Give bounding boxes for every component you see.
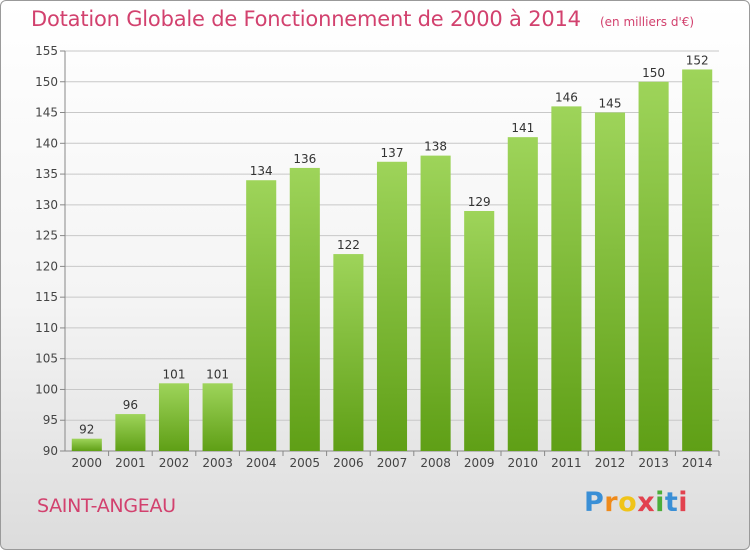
- x-tick-label: 2008: [420, 456, 451, 470]
- y-tick-label: 155: [35, 44, 58, 58]
- y-tick-label: 145: [35, 106, 58, 120]
- data-label: 96: [123, 398, 138, 412]
- x-tick-label: 2003: [202, 456, 233, 470]
- y-tick-label: 115: [35, 290, 58, 304]
- data-label: 122: [337, 238, 360, 252]
- bar-2000: [71, 438, 102, 451]
- data-label: 150: [642, 66, 665, 80]
- x-tick-label: 2005: [290, 456, 321, 470]
- x-tick-label: 2000: [72, 456, 103, 470]
- axis-layer: 90 95 100 105 110 115 120 125 130 135 140 145 150 155…: [35, 44, 720, 470]
- bar-2009: [464, 211, 495, 451]
- label-layer: 92 96 101 101 134 136 122 137 138 129 141 146 145 150…: [79, 53, 708, 436]
- bar-2003: [202, 383, 233, 451]
- bar-2006: [333, 254, 364, 451]
- logo-letter: P: [584, 487, 605, 518]
- logo-letter: o: [618, 487, 638, 518]
- data-label: 146: [555, 90, 578, 104]
- data-label: 134: [250, 164, 273, 178]
- bar-2013: [638, 81, 669, 452]
- data-label: 129: [468, 195, 491, 209]
- x-tick-label: 2010: [508, 456, 539, 470]
- x-tick-label: 2004: [246, 456, 277, 470]
- x-tick-label: 2013: [638, 456, 669, 470]
- data-label: 136: [293, 152, 316, 166]
- y-tick-label: 130: [35, 198, 58, 212]
- y-tick-label: 150: [35, 75, 58, 89]
- x-tick-label: 2009: [464, 456, 495, 470]
- y-tick-label: 140: [35, 136, 58, 150]
- y-tick-label: 100: [35, 382, 58, 396]
- bar-2007: [376, 161, 408, 451]
- logo-letter: i: [678, 487, 689, 518]
- bar-2010: [507, 137, 538, 451]
- data-label: 138: [424, 140, 447, 154]
- commune-name: SAINT-ANGEAU: [37, 495, 176, 517]
- logo-letter: i: [655, 487, 665, 518]
- x-tick-label: 2011: [551, 456, 582, 470]
- chart-title: Dotation Globale de Fonctionnement de 20…: [31, 7, 581, 31]
- data-label: 152: [686, 53, 709, 67]
- chart-subtitle: (en milliers d'€): [599, 15, 695, 29]
- logo-letter: x: [637, 487, 656, 518]
- y-tick-label: 105: [35, 352, 58, 366]
- bar-2002: [158, 383, 190, 451]
- x-tick-label: 2012: [595, 456, 626, 470]
- logo-letter: t: [664, 487, 679, 518]
- data-label: 137: [381, 146, 404, 160]
- data-label: 101: [206, 367, 229, 381]
- y-tick-label: 135: [35, 167, 58, 181]
- bar-2001: [115, 414, 146, 451]
- proxiti-logo: Proxiti: [584, 487, 688, 518]
- bar-2005: [289, 167, 320, 451]
- x-tick-label: 2014: [682, 456, 713, 470]
- x-tick-label: 2001: [115, 456, 146, 470]
- data-label: 141: [511, 121, 534, 135]
- y-tick-label: 110: [35, 321, 58, 335]
- y-tick-label: 125: [35, 229, 58, 243]
- bar-2008: [420, 155, 451, 451]
- x-tick-label: 2006: [333, 456, 364, 470]
- data-label: 92: [79, 423, 94, 437]
- bar-2012: [594, 112, 626, 452]
- bar-layer: [71, 69, 713, 452]
- y-tick-label: 120: [35, 259, 58, 273]
- x-tick-label: 2002: [159, 456, 190, 470]
- title-row: Dotation Globale de Fonctionnement de 20…: [31, 7, 694, 31]
- data-label: 101: [163, 367, 186, 381]
- bar-2014: [682, 69, 713, 451]
- bar-2011: [551, 106, 582, 451]
- y-tick-label: 90: [43, 444, 58, 458]
- x-tick-label: 2007: [377, 456, 408, 470]
- logo-letter: r: [604, 487, 619, 518]
- data-label: 145: [599, 97, 622, 111]
- y-tick-label: 95: [43, 413, 58, 427]
- bar-2004: [246, 180, 277, 451]
